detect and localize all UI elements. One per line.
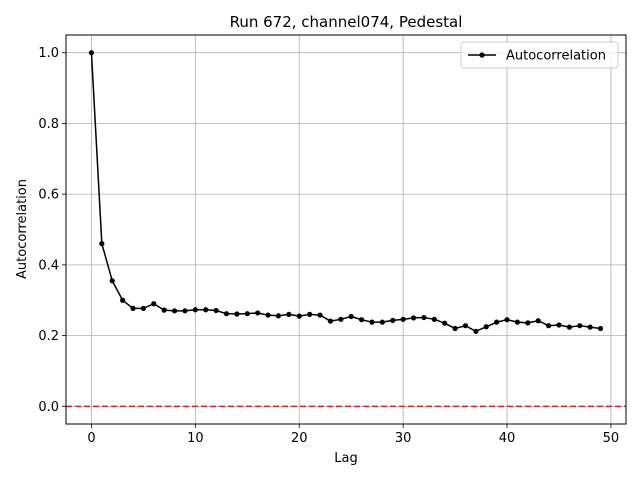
x-tick-label: 10 bbox=[187, 431, 204, 446]
data-point bbox=[307, 311, 313, 317]
data-point bbox=[473, 328, 479, 334]
data-point bbox=[130, 305, 136, 311]
data-point bbox=[265, 312, 271, 318]
data-point bbox=[390, 317, 396, 323]
y-axis-ticks: 0.0 0.2 0.4 0.6 0.8 1.0 bbox=[38, 46, 66, 415]
data-point bbox=[203, 307, 209, 313]
data-point bbox=[255, 310, 261, 316]
data-point bbox=[244, 311, 250, 317]
x-tick-label: 50 bbox=[603, 431, 620, 446]
y-tick-label: 0.8 bbox=[38, 117, 59, 132]
data-point bbox=[577, 323, 583, 329]
data-point bbox=[514, 319, 521, 325]
data-point bbox=[171, 308, 178, 314]
y-tick-label: 0.0 bbox=[38, 400, 59, 415]
data-point bbox=[317, 312, 323, 318]
data-point bbox=[275, 313, 282, 319]
data-point bbox=[566, 324, 572, 330]
data-point bbox=[483, 324, 489, 330]
data-point bbox=[504, 317, 510, 323]
data-point bbox=[369, 319, 375, 325]
y-tick-label: 1.0 bbox=[38, 46, 59, 61]
y-axis-label: Autocorrelation bbox=[15, 179, 30, 279]
data-point bbox=[410, 315, 417, 321]
chart-title: Run 672, channel074, Pedestal bbox=[230, 13, 463, 31]
x-tick-label: 0 bbox=[87, 431, 95, 446]
data-point bbox=[431, 316, 437, 322]
y-tick-label: 0.2 bbox=[38, 329, 59, 344]
data-point bbox=[161, 307, 167, 313]
data-point bbox=[223, 311, 230, 317]
data-point bbox=[327, 318, 334, 324]
x-tick-label: 20 bbox=[291, 431, 308, 446]
legend: Autocorrelation bbox=[460, 41, 619, 69]
data-point bbox=[88, 50, 95, 56]
y-tick-label: 0.4 bbox=[38, 258, 59, 273]
x-tick-label: 30 bbox=[395, 431, 412, 446]
data-point bbox=[494, 319, 500, 325]
data-point bbox=[358, 317, 365, 323]
data-point bbox=[400, 316, 406, 322]
legend-box bbox=[460, 41, 619, 69]
data-point bbox=[192, 307, 198, 313]
data-point bbox=[338, 316, 344, 322]
data-point bbox=[120, 297, 126, 303]
data-point bbox=[462, 323, 469, 329]
data-point bbox=[535, 318, 541, 324]
series-group bbox=[88, 50, 604, 334]
data-point bbox=[442, 320, 448, 326]
x-axis-ticks: 0 10 20 30 40 50 bbox=[87, 424, 619, 446]
plot-frame bbox=[65, 34, 627, 425]
data-point bbox=[286, 311, 292, 317]
legend-marker-swatch bbox=[479, 52, 485, 58]
data-point bbox=[348, 313, 354, 320]
x-axis-label: Lag bbox=[334, 451, 357, 466]
data-point bbox=[452, 325, 458, 332]
data-point bbox=[109, 278, 115, 284]
y-tick-label: 0.6 bbox=[38, 188, 59, 203]
data-point bbox=[213, 307, 219, 314]
data-point bbox=[587, 324, 593, 330]
data-point bbox=[421, 314, 427, 321]
legend-label: Autocorrelation bbox=[506, 49, 606, 64]
data-point bbox=[151, 301, 157, 307]
data-point bbox=[597, 325, 604, 332]
data-point bbox=[99, 241, 105, 247]
x-tick-label: 40 bbox=[499, 431, 516, 446]
data-point bbox=[556, 322, 562, 328]
data-point bbox=[545, 323, 552, 329]
data-point bbox=[379, 319, 385, 325]
data-point bbox=[234, 311, 240, 317]
data-point bbox=[182, 308, 188, 314]
data-point bbox=[140, 305, 147, 311]
data-point bbox=[296, 313, 302, 319]
data-point bbox=[525, 320, 531, 326]
